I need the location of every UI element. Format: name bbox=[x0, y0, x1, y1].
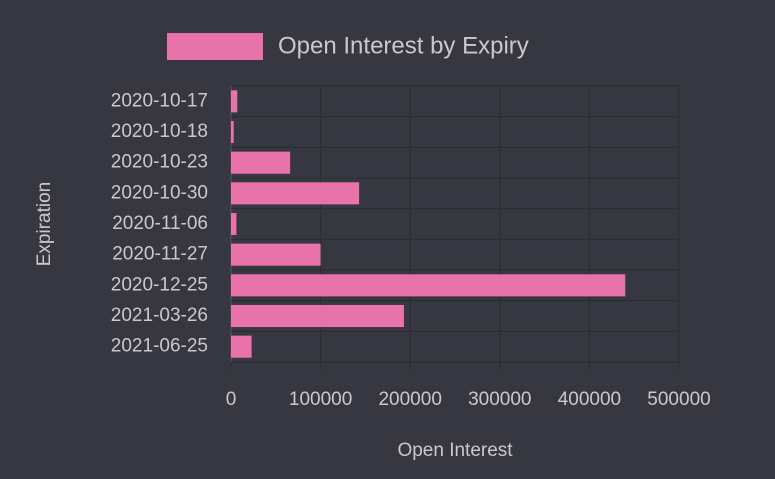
bar bbox=[231, 335, 252, 358]
x-tick-label: 400000 bbox=[558, 389, 621, 410]
y-tick-label: 2021-03-26 bbox=[111, 305, 208, 326]
x-axis-title: Open Interest bbox=[397, 440, 513, 461]
bar bbox=[231, 212, 237, 236]
y-tick-label: 2020-10-23 bbox=[111, 152, 208, 173]
legend-swatch bbox=[167, 33, 263, 60]
x-tick-label: 100000 bbox=[289, 389, 352, 410]
y-tick-label: 2020-12-25 bbox=[111, 274, 208, 295]
y-tick-label: 2020-10-18 bbox=[111, 121, 208, 142]
bar bbox=[231, 182, 360, 205]
y-axis-title: Expiration bbox=[34, 182, 55, 267]
y-tick-label: 2020-10-17 bbox=[111, 90, 208, 111]
x-tick-label: 0 bbox=[226, 389, 237, 410]
x-tick-label: 300000 bbox=[468, 389, 531, 410]
bar bbox=[231, 90, 238, 113]
x-tick-label: 200000 bbox=[378, 389, 441, 410]
y-tick-label: 2021-06-25 bbox=[111, 336, 208, 357]
bar bbox=[231, 151, 291, 174]
legend-label: Open Interest by Expiry bbox=[278, 32, 529, 59]
bar bbox=[231, 120, 234, 144]
y-tick-label: 2020-11-27 bbox=[112, 244, 208, 265]
y-tick-label: 2020-11-06 bbox=[112, 213, 208, 234]
y-tick-label: 2020-10-30 bbox=[111, 182, 208, 203]
bar bbox=[231, 274, 626, 297]
bar bbox=[231, 304, 404, 328]
x-tick-label: 500000 bbox=[647, 389, 710, 410]
bar bbox=[231, 243, 321, 266]
